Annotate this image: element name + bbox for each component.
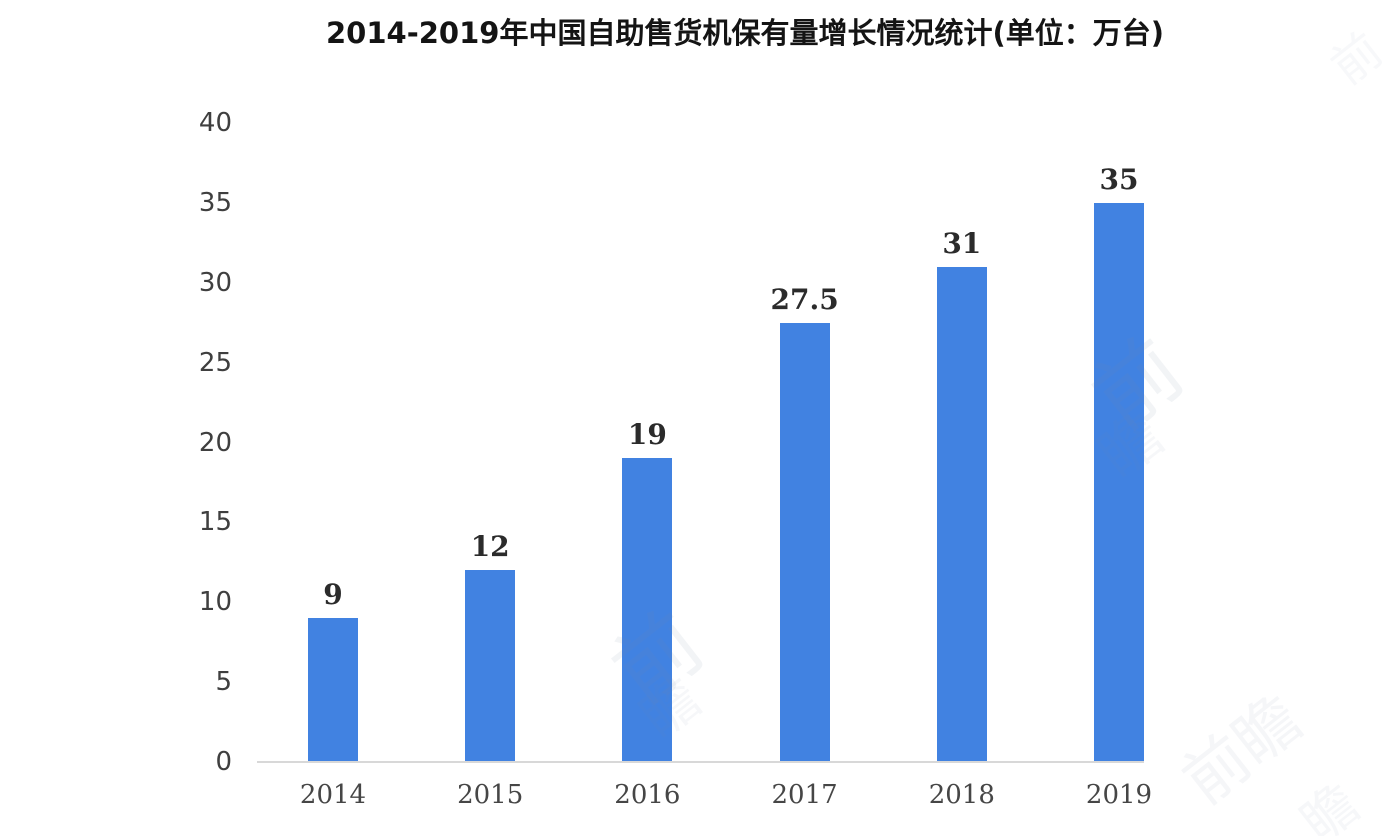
bar-value-label: 9	[323, 578, 343, 612]
x-axis-tick-label: 2016	[614, 780, 681, 810]
x-axis-tick-label: 2017	[771, 780, 838, 810]
watermark: 瞻	[1289, 771, 1371, 836]
bar-2019	[1094, 202, 1144, 762]
y-axis-tick-label: 15	[198, 507, 232, 538]
bar-value-label: 35	[1099, 162, 1139, 196]
x-axis-line	[257, 761, 1144, 763]
x-axis-tick-label: 2014	[299, 780, 367, 810]
x-axis-tick-label: 2015	[457, 780, 524, 810]
y-axis-tick-label: 30	[198, 267, 232, 298]
y-axis-tick-label: 35	[198, 187, 232, 218]
bar-2017	[779, 322, 830, 762]
y-axis-tick-label: 40	[198, 108, 232, 138]
bar-value-label: 19	[627, 418, 667, 452]
chart-title: 2014-2019年中国自助售货机保有量增长情况统计(单位：万台)	[326, 16, 1164, 50]
y-axis-tick-label: 20	[198, 427, 232, 458]
x-axis-tick-label: 2019	[1085, 780, 1153, 810]
y-axis-tick-label: 0	[215, 747, 232, 777]
y-axis-tick-label: 5	[215, 667, 232, 698]
y-axis-tick-label: 10	[198, 587, 232, 618]
bar-value-label: 27.5	[770, 282, 839, 316]
y-axis-tick-label: 25	[198, 347, 232, 378]
bar-value-label: 31	[942, 226, 982, 260]
bar-2018	[936, 266, 987, 762]
bar-2014	[308, 618, 358, 762]
bar-2016	[622, 458, 673, 762]
bar-2015	[465, 570, 516, 762]
bar-value-label: 12	[470, 530, 510, 564]
x-axis-tick-label: 2018	[928, 780, 995, 810]
